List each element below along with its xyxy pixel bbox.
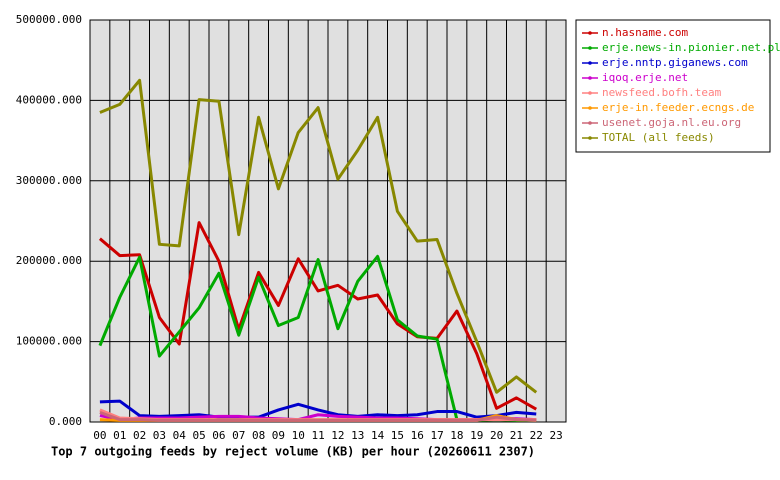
legend-label: erje-in.feeder.ecngs.de [602, 101, 754, 114]
x-tick-label: 00 [93, 429, 106, 442]
legend-label: erje.news-in.pionier.net.pl [602, 41, 780, 54]
series-line [99, 410, 537, 422]
x-tick-label: 03 [153, 429, 166, 442]
legend-marker [588, 31, 592, 35]
legend-label: iqoq.erje.net [602, 71, 688, 84]
x-tick-label: 20 [490, 429, 503, 442]
y-tick-label: 500000.000 [16, 13, 82, 26]
legend-marker [588, 106, 592, 110]
x-tick-label: 09 [272, 429, 285, 442]
y-tick-label: 300000.000 [16, 174, 82, 187]
x-tick-label: 19 [470, 429, 483, 442]
x-tick-label: 13 [351, 429, 364, 442]
legend-marker [588, 46, 592, 50]
x-tick-label: 11 [311, 429, 324, 442]
legend-marker [588, 61, 592, 65]
legend-marker [588, 76, 592, 80]
x-tick-label: 17 [430, 429, 443, 442]
x-tick-label: 07 [232, 429, 245, 442]
x-tick-label: 05 [192, 429, 205, 442]
legend-marker [588, 91, 592, 95]
y-tick-label: 400000.000 [16, 93, 82, 106]
series-line [98, 221, 537, 411]
series-line [99, 399, 537, 419]
x-tick-label: 15 [391, 429, 404, 442]
x-tick-label: 16 [411, 429, 424, 442]
legend-label: n.hasname.com [602, 26, 688, 39]
x-tick-label: 12 [331, 429, 344, 442]
x-tick-label: 14 [371, 429, 385, 442]
x-tick-label: 06 [212, 429, 225, 442]
x-tick-label: 10 [292, 429, 305, 442]
legend-box [575, 19, 771, 153]
x-tick-label: 18 [450, 429, 463, 442]
y-tick-label: 100000.000 [16, 335, 82, 348]
y-tick-label: 200000.000 [16, 254, 82, 267]
x-tick-label: 22 [530, 429, 543, 442]
plot-border [89, 19, 567, 423]
y-tick-label: 0.000 [49, 415, 82, 428]
legend-label: newsfeed.bofh.team [602, 86, 722, 99]
legend-label: TOTAL (all feeds) [602, 131, 715, 144]
chart-title: Top 7 outgoing feeds by reject volume (K… [51, 445, 535, 459]
x-tick-label: 04 [173, 429, 187, 442]
x-tick-label: 08 [252, 429, 265, 442]
legend-marker [588, 121, 592, 125]
series-line [99, 78, 538, 394]
x-tick-label: 02 [133, 429, 146, 442]
x-tick-label: 21 [510, 429, 523, 442]
legend-label: usenet.goja.nl.eu.org [602, 116, 741, 129]
legend-label: erje.nntp.giganews.com [602, 56, 748, 69]
legend-marker [588, 136, 592, 140]
x-tick-label: 01 [113, 429, 126, 442]
x-tick-label: 23 [549, 429, 562, 442]
